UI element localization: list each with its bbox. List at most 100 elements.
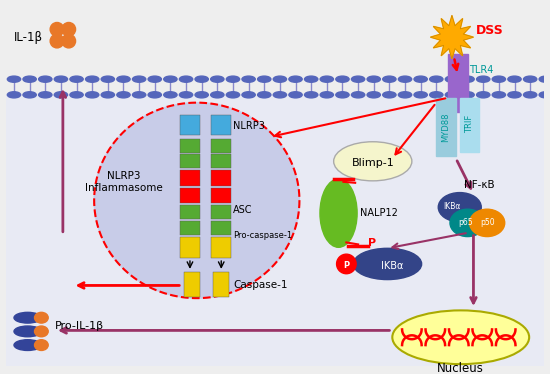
Ellipse shape: [101, 76, 114, 82]
Text: Caspase-1: Caspase-1: [233, 280, 288, 291]
Ellipse shape: [226, 76, 240, 82]
Ellipse shape: [336, 76, 349, 82]
Ellipse shape: [273, 76, 287, 82]
Ellipse shape: [392, 310, 529, 364]
Text: IKBα: IKBα: [381, 261, 404, 271]
Ellipse shape: [508, 92, 521, 98]
Text: P: P: [368, 238, 376, 248]
Ellipse shape: [54, 92, 68, 98]
Ellipse shape: [353, 248, 422, 280]
Ellipse shape: [94, 102, 299, 298]
Text: NLRP3
Inflammasome: NLRP3 Inflammasome: [85, 171, 162, 193]
Ellipse shape: [446, 76, 459, 82]
Bar: [211, 205, 231, 219]
Ellipse shape: [289, 92, 302, 98]
Ellipse shape: [438, 193, 481, 222]
Ellipse shape: [367, 92, 381, 98]
Ellipse shape: [257, 92, 271, 98]
Ellipse shape: [211, 76, 224, 82]
Polygon shape: [431, 16, 474, 59]
Ellipse shape: [211, 92, 224, 98]
Ellipse shape: [70, 76, 83, 82]
Ellipse shape: [195, 76, 208, 82]
Ellipse shape: [179, 92, 192, 98]
Ellipse shape: [383, 76, 396, 82]
Ellipse shape: [257, 76, 271, 82]
Bar: [211, 237, 231, 258]
Ellipse shape: [39, 92, 52, 98]
Bar: [180, 139, 200, 153]
Ellipse shape: [133, 92, 146, 98]
Bar: [180, 115, 200, 135]
Text: Nucleus: Nucleus: [437, 362, 484, 374]
Ellipse shape: [14, 312, 41, 323]
Text: MYD88: MYD88: [442, 112, 450, 142]
Ellipse shape: [54, 76, 68, 82]
Text: p65: p65: [458, 218, 473, 227]
Ellipse shape: [133, 76, 146, 82]
Ellipse shape: [461, 92, 474, 98]
Ellipse shape: [86, 92, 99, 98]
Bar: [211, 188, 231, 203]
Ellipse shape: [23, 92, 36, 98]
Text: P: P: [343, 261, 349, 270]
Text: NLRP3: NLRP3: [233, 121, 265, 131]
Ellipse shape: [351, 92, 365, 98]
Bar: [180, 170, 200, 186]
Circle shape: [50, 34, 64, 48]
Ellipse shape: [320, 179, 357, 247]
Text: IKBα: IKBα: [443, 202, 461, 211]
Ellipse shape: [242, 76, 255, 82]
Bar: [211, 154, 231, 168]
Ellipse shape: [430, 92, 443, 98]
Ellipse shape: [195, 92, 208, 98]
Ellipse shape: [242, 92, 255, 98]
Ellipse shape: [398, 76, 411, 82]
Ellipse shape: [35, 340, 48, 350]
Ellipse shape: [179, 76, 192, 82]
Ellipse shape: [461, 76, 474, 82]
Ellipse shape: [289, 76, 302, 82]
Bar: [436, 98, 456, 156]
Ellipse shape: [334, 142, 412, 181]
Text: Blimp-1: Blimp-1: [351, 158, 394, 168]
Circle shape: [337, 254, 356, 274]
Ellipse shape: [86, 76, 99, 82]
Bar: [213, 272, 229, 297]
Ellipse shape: [492, 92, 505, 98]
Ellipse shape: [35, 312, 48, 323]
Bar: [180, 205, 200, 219]
Ellipse shape: [14, 326, 41, 337]
Ellipse shape: [336, 92, 349, 98]
Bar: [6, 93, 544, 366]
Ellipse shape: [305, 92, 318, 98]
Ellipse shape: [164, 76, 177, 82]
Circle shape: [50, 22, 64, 36]
Ellipse shape: [35, 326, 48, 337]
Bar: [211, 170, 231, 186]
Ellipse shape: [383, 92, 396, 98]
Bar: [211, 139, 231, 153]
Bar: [6, 0, 544, 93]
Ellipse shape: [450, 209, 485, 237]
Ellipse shape: [148, 76, 161, 82]
Ellipse shape: [320, 76, 333, 82]
Ellipse shape: [117, 92, 130, 98]
Ellipse shape: [117, 76, 130, 82]
Text: DSS: DSS: [475, 24, 503, 37]
Ellipse shape: [164, 92, 177, 98]
Ellipse shape: [101, 92, 114, 98]
Circle shape: [62, 34, 75, 48]
Bar: [180, 221, 200, 234]
Ellipse shape: [23, 76, 36, 82]
Ellipse shape: [414, 76, 427, 82]
Ellipse shape: [446, 92, 459, 98]
Ellipse shape: [226, 92, 240, 98]
Text: NF-κB: NF-κB: [464, 180, 494, 190]
Ellipse shape: [476, 92, 490, 98]
Text: ASC: ASC: [233, 205, 252, 215]
Ellipse shape: [351, 76, 365, 82]
Text: NALP12: NALP12: [360, 208, 398, 218]
Ellipse shape: [367, 76, 381, 82]
Bar: [460, 98, 479, 151]
